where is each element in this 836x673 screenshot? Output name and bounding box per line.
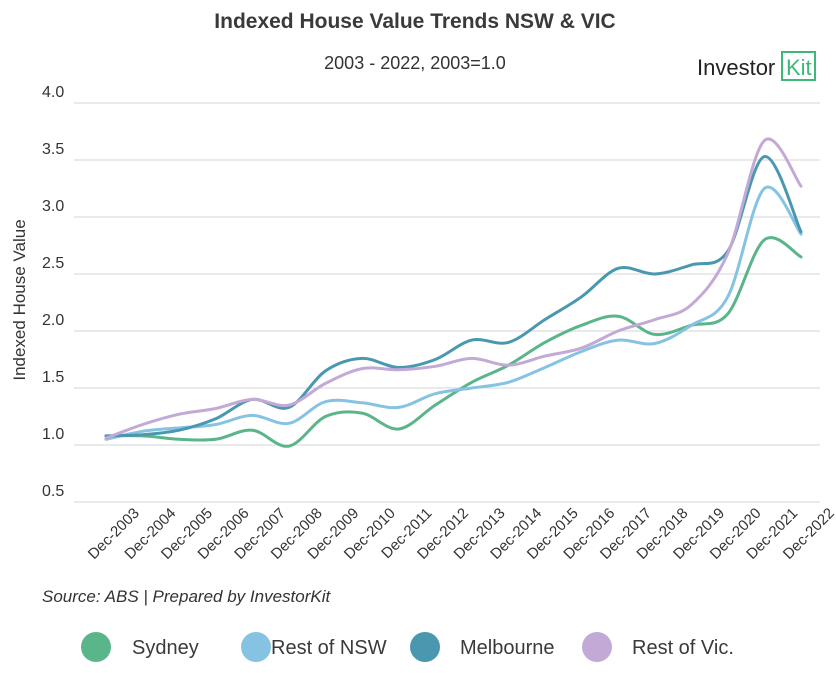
y-axis-title: Indexed House Value [10, 219, 29, 380]
legend-swatch [241, 632, 271, 662]
brand-text: Investor [697, 55, 775, 80]
y-tick-label: 2.0 [42, 312, 64, 329]
chart-title: Indexed House Value Trends NSW & VIC [214, 10, 615, 33]
y-tick-label: 1.0 [42, 426, 64, 443]
y-tick-label: 3.0 [42, 198, 64, 215]
y-tick-label: 4.0 [42, 84, 64, 101]
legend-label: Melbourne [460, 637, 555, 659]
y-tick-label: 0.5 [42, 483, 64, 500]
legend-label: Sydney [132, 637, 199, 659]
chart-subtitle: 2003 - 2022, 2003=1.0 [324, 53, 506, 73]
series-layer [104, 137, 803, 448]
brand-box [781, 51, 816, 81]
brand-box-text: Kit [786, 55, 812, 80]
legend: Sydney Rest of NSW Melbourne Rest of Vic. [81, 632, 734, 662]
legend-swatch [582, 632, 612, 662]
y-axis-ticks: 0.5 1.0 1.5 2.0 2.5 3.0 3.5 4.0 [42, 84, 64, 500]
source-note: Source: ABS | Prepared by InvestorKit [42, 587, 331, 606]
legend-swatch [81, 632, 111, 662]
series-line-rest-of-vic [104, 137, 803, 440]
legend-label: Rest of Vic. [632, 637, 734, 659]
grid-layer [74, 102, 820, 503]
series-line-rest-of-nsw [104, 185, 803, 441]
y-tick-label: 3.5 [42, 141, 64, 158]
y-tick-label: 2.5 [42, 255, 64, 272]
y-tick-label: 1.5 [42, 369, 64, 386]
series-line-melbourne [104, 155, 803, 438]
legend-swatch [410, 632, 440, 662]
x-axis-ticks: Dec-2003Dec-2004Dec-2005Dec-2006Dec-2007… [85, 505, 836, 563]
legend-label: Rest of NSW [271, 637, 387, 659]
brand-logo: Investor Kit [697, 51, 816, 81]
series-line-sydney [104, 236, 803, 448]
